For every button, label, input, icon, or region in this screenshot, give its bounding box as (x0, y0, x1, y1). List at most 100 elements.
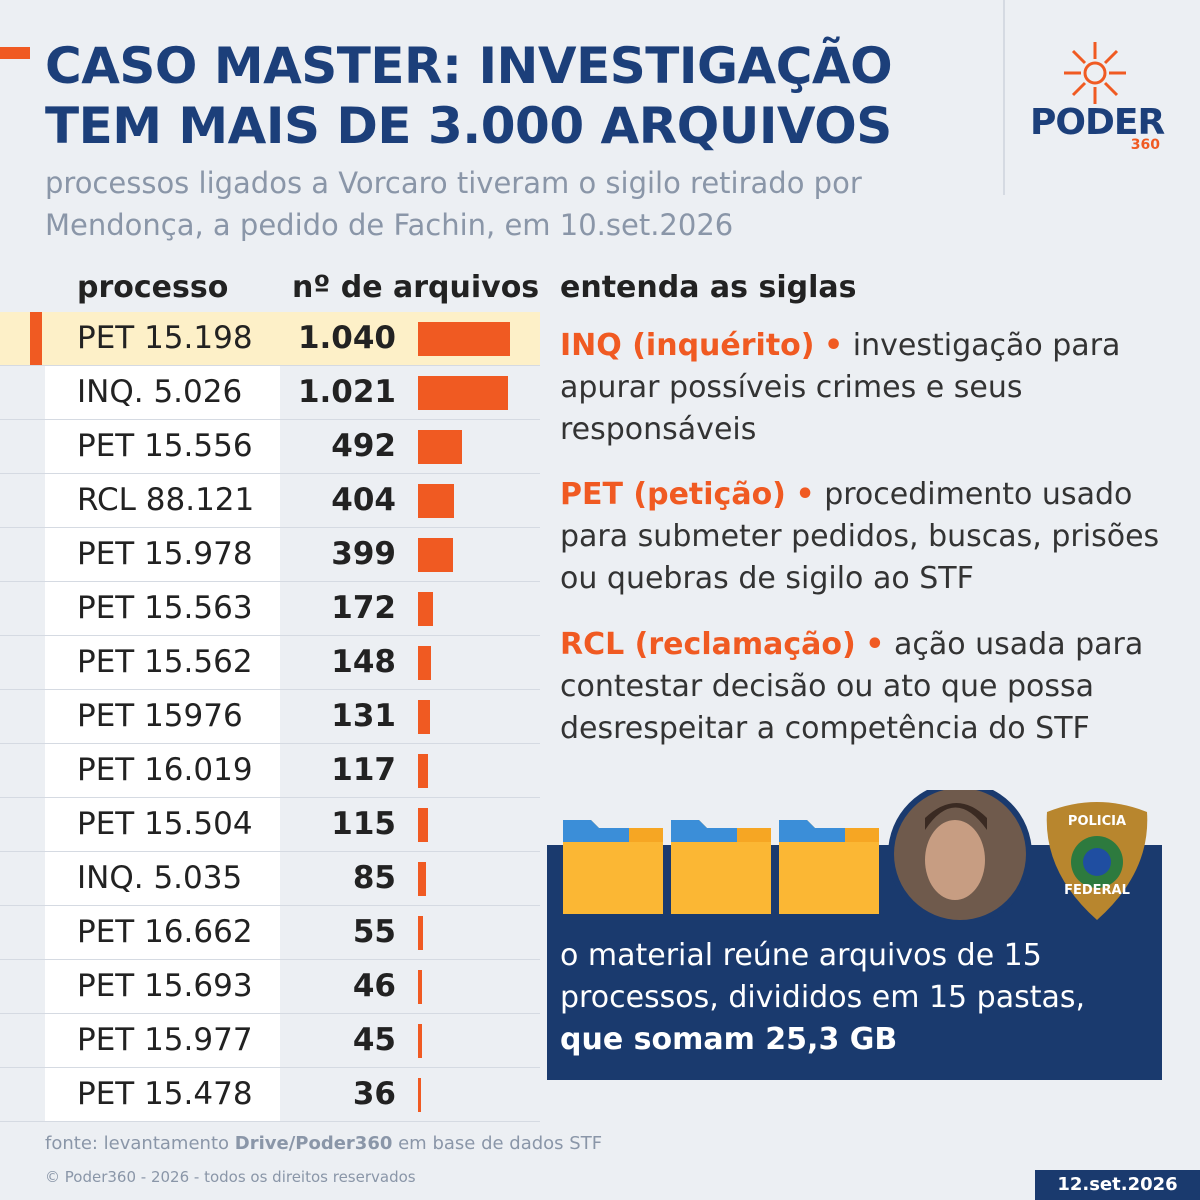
category-label: PET 15.562 (77, 644, 253, 680)
subtitle: processos ligados a Vorcaro tiveram o si… (45, 166, 862, 242)
bar (418, 592, 434, 626)
badge-text: POLICIA FEDERAL (1064, 814, 1130, 898)
glossary-item: RCL (reclamação) • ação usada para conte… (560, 624, 1160, 750)
value-label: 55 (352, 914, 396, 950)
bar (418, 484, 454, 518)
folders (563, 820, 879, 914)
cell (45, 798, 280, 851)
source-suffix: em base de dados STF (398, 1133, 603, 1154)
logo-sun (1064, 42, 1126, 104)
category-label: PET 15.693 (77, 968, 253, 1004)
category-label: PET 15.478 (77, 1076, 253, 1112)
source: fonte: levantamento Drive/Poder360 em ba… (45, 1133, 602, 1154)
illustration (563, 790, 1148, 926)
category-label: PET 15.563 (77, 590, 253, 626)
category-label: PET 16.662 (77, 914, 253, 950)
category-label: PET 15.198 (77, 320, 253, 356)
bar (418, 1078, 422, 1112)
value-label: 399 (331, 536, 396, 572)
bar (418, 970, 423, 1004)
bar (418, 1024, 422, 1058)
bar (418, 808, 429, 842)
term: PET (petição) (560, 477, 786, 512)
row (0, 528, 540, 582)
bar (418, 646, 432, 680)
bullet: • (824, 328, 844, 363)
value-label: 45 (352, 1022, 396, 1058)
bullet: • (795, 477, 815, 512)
value-label: 117 (331, 752, 396, 788)
divider (1003, 0, 1005, 195)
row (0, 1014, 540, 1068)
logo-number: 360 (1130, 137, 1160, 153)
definition: procedimento usado para submeter pedidos… (560, 477, 1160, 596)
cell (45, 636, 280, 689)
value-label: 492 (331, 428, 396, 464)
row (0, 420, 540, 474)
summary-emphasis: que somam 25,3 GB (560, 1022, 898, 1057)
bar (418, 754, 429, 788)
glossary-title: entenda as siglas (560, 270, 857, 305)
column-header: nº de arquivos (292, 270, 540, 305)
cell (45, 852, 280, 905)
value-label: 1.021 (297, 374, 396, 410)
value-label: 36 (352, 1076, 396, 1112)
row (0, 636, 540, 690)
value-label: 1.040 (297, 320, 396, 356)
value-label: 46 (352, 968, 396, 1004)
bullet: • (865, 627, 885, 662)
row (0, 690, 540, 744)
row (0, 960, 540, 1014)
cell (45, 528, 280, 581)
row (0, 798, 540, 852)
badge-top: POLICIA (1068, 814, 1126, 829)
cell (45, 960, 280, 1013)
logo: PODER 360 (1030, 40, 1165, 153)
definition: ação usada para contestar decisão ou ato… (560, 627, 1144, 746)
row (0, 582, 540, 636)
cell (45, 582, 280, 635)
category-label: PET 15976 (77, 698, 243, 734)
source-bold: Drive/Poder360 (234, 1133, 393, 1154)
cell (45, 420, 280, 473)
summary-text: o material reúne arquivos de 15 processo… (560, 935, 1150, 1061)
accent (0, 47, 30, 59)
marker (30, 312, 42, 365)
definition: investigação para apurar possíveis crime… (560, 328, 1121, 447)
category-label: PET 16.019 (77, 752, 253, 788)
category-label: INQ. 5.026 (77, 374, 243, 410)
row (0, 1068, 540, 1122)
row (0, 474, 540, 528)
glossary-item: INQ (inquérito) • investigação para apur… (560, 325, 1160, 451)
value-label: 172 (331, 590, 396, 626)
column-header: processo (77, 270, 229, 305)
bar (418, 862, 426, 896)
row (0, 366, 540, 420)
bar (418, 916, 423, 950)
row (0, 744, 540, 798)
bar (418, 430, 462, 464)
badge-bottom: FEDERAL (1064, 883, 1130, 898)
category-label: INQ. 5.035 (77, 860, 243, 896)
category-label: PET 15.504 (77, 806, 253, 842)
title: CASO MASTER: INVESTIGAÇÃO TEM MAIS DE 3.… (45, 37, 893, 155)
value-label: 115 (331, 806, 396, 842)
term: RCL (reclamação) (560, 627, 856, 662)
cell (45, 690, 280, 743)
row (0, 852, 540, 906)
glossary-item: PET (petição) • procedimento usado para … (560, 474, 1160, 600)
row (0, 906, 540, 960)
cell (45, 1014, 280, 1067)
category-label: PET 15.978 (77, 536, 253, 572)
value-label: 131 (331, 698, 396, 734)
copyright: © Poder360 - 2026 - todos os direitos re… (45, 1168, 416, 1186)
cell (45, 366, 280, 419)
cell (45, 906, 280, 959)
cell (45, 474, 280, 527)
term: INQ (inquérito) (560, 328, 815, 363)
value-label: 404 (331, 482, 396, 518)
category-label: PET 15.977 (77, 1022, 253, 1058)
bar (418, 700, 430, 734)
source-prefix: fonte: levantamento (45, 1133, 230, 1154)
